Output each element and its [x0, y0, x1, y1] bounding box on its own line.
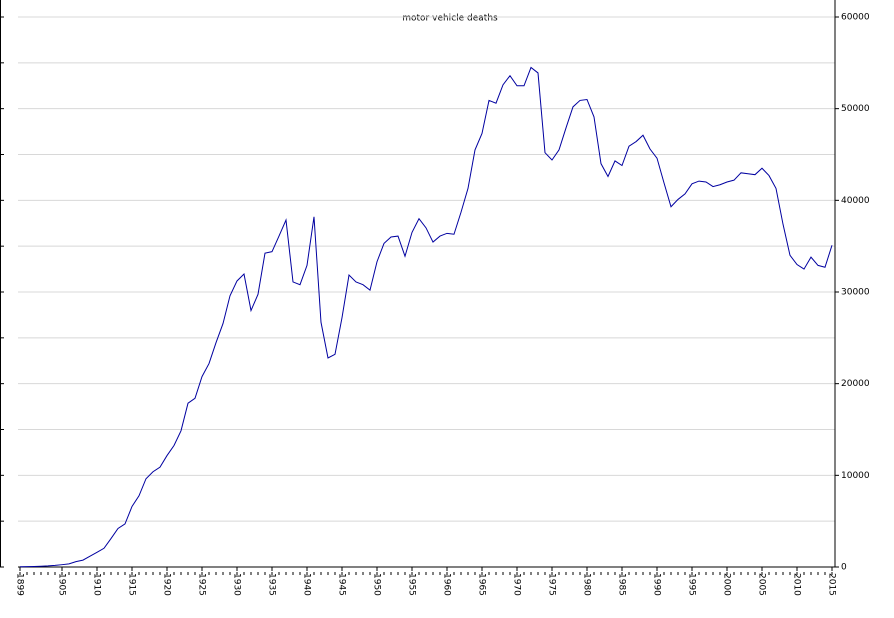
x-tick-label: 1965 [477, 573, 487, 596]
x-tick-label: 1975 [547, 573, 557, 596]
x-tick-label: 1950 [372, 573, 382, 596]
y-tick-label: 10000 [841, 471, 870, 481]
x-tick-label: 1925 [197, 573, 207, 596]
x-tick-label: 1930 [232, 573, 242, 596]
chart-title: motor vehicle deaths [402, 14, 498, 24]
y-tick-label: 50000 [841, 104, 870, 114]
x-tick-label: 1935 [267, 573, 277, 596]
x-tick-label: 1990 [652, 573, 662, 596]
x-tick-label: 1970 [512, 573, 522, 596]
x-tick-label: 2010 [792, 573, 802, 596]
x-tick-label: 2015 [827, 573, 837, 596]
y-tick-label: 0 [841, 563, 847, 573]
x-tick-label: 1980 [582, 573, 592, 596]
y-tick-label: 60000 [841, 13, 870, 23]
data-line [19, 66, 833, 568]
y-tick-label: 40000 [841, 196, 870, 206]
x-tick-label: 1920 [162, 573, 172, 596]
x-tick-label: 1915 [127, 573, 137, 596]
x-tick-label: 1940 [302, 573, 312, 596]
x-tick-label: 2005 [757, 573, 767, 596]
x-tick-label: 1985 [617, 573, 627, 596]
x-tick-label: 1955 [407, 573, 417, 596]
y-tick-label: 20000 [841, 379, 870, 389]
x-tick-label: 1899 [15, 573, 25, 596]
x-tick-label: 1910 [92, 573, 102, 596]
x-tick-label: 1960 [442, 573, 452, 596]
x-tick-label: 2000 [722, 573, 732, 596]
x-tick-label: 1995 [687, 573, 697, 596]
y-tick-label: 30000 [841, 288, 870, 298]
x-tick-label: 1945 [337, 573, 347, 596]
x-tick-label: 1905 [57, 573, 67, 596]
